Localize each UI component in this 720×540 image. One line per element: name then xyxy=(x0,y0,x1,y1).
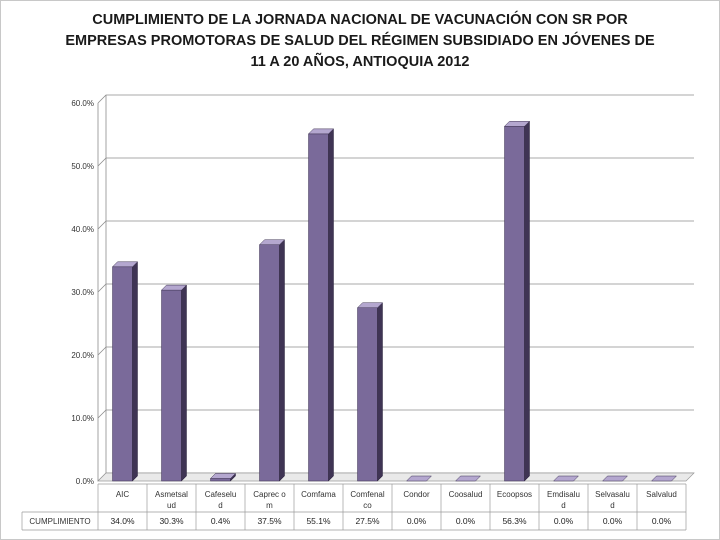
bar-top xyxy=(111,261,139,268)
bar-side xyxy=(524,120,530,482)
bar-top xyxy=(650,475,678,482)
x-tick-label: Selvasalu xyxy=(595,490,630,499)
gridline xyxy=(97,409,694,419)
bar-top xyxy=(356,302,384,308)
bar-front xyxy=(112,266,133,482)
gridlines xyxy=(97,94,694,482)
bar-top xyxy=(601,475,629,482)
y-tick-label: 10.0% xyxy=(71,414,94,423)
chart-title-line: CUMPLIMIENTO DE LA JORNADA NACIONAL DE V… xyxy=(92,12,628,28)
bar xyxy=(454,475,482,482)
y-tick-label: 50.0% xyxy=(71,162,94,171)
table-row-label: CUMPLIMIENTO xyxy=(29,517,90,526)
data-label: 0.0% xyxy=(456,516,476,526)
bar xyxy=(650,475,678,482)
bar-front xyxy=(210,478,231,482)
gridline xyxy=(97,157,694,167)
y-tick-label: 20.0% xyxy=(71,351,94,360)
bar-side xyxy=(377,302,383,482)
bar-top xyxy=(307,128,335,135)
bar-side xyxy=(328,128,334,482)
bar xyxy=(160,284,188,482)
bar xyxy=(405,475,433,482)
gridline xyxy=(97,220,694,230)
bar xyxy=(209,472,237,482)
bar xyxy=(503,120,531,482)
chart-title: CUMPLIMIENTO DE LA JORNADA NACIONAL DE V… xyxy=(40,10,680,73)
x-tick-label: Asmetsal xyxy=(155,490,188,499)
bar-front xyxy=(357,307,378,482)
bar-top xyxy=(552,475,580,482)
gridline xyxy=(97,94,694,104)
bar xyxy=(601,475,629,482)
chart-title-line: 11 A 20 AÑOS, ANTIOQUIA 2012 xyxy=(250,54,470,70)
x-tick-label: Emdisalu xyxy=(547,490,580,499)
bar-top xyxy=(160,284,188,291)
chart-title-line: EMPRESAS PROMOTORAS DE SALUD DEL RÉGIMEN… xyxy=(65,33,655,49)
x-tick-label: AIC xyxy=(116,490,130,499)
y-tick-label: 30.0% xyxy=(71,288,94,297)
x-tick-label: Caprec o xyxy=(253,490,286,499)
data-table: AIC Asmetsal ud Cafeselu d Caprec o m Comfama Co… xyxy=(21,483,687,531)
data-label: 0.0% xyxy=(407,516,427,526)
x-tick-label: d xyxy=(218,501,222,510)
x-tick-label: Salvalud xyxy=(646,490,677,499)
bar-front xyxy=(161,289,182,482)
data-label: 0.0% xyxy=(603,516,623,526)
x-tick-label: Comfama xyxy=(301,490,336,499)
x-tick-label: Coosalud xyxy=(449,490,483,499)
y-tick-label: 0.0% xyxy=(76,477,94,486)
bar-top xyxy=(209,473,237,479)
data-label: 34.0% xyxy=(110,516,135,526)
x-tick-label: Cafeselu xyxy=(205,490,237,499)
gridline xyxy=(97,283,694,293)
data-label: 30.3% xyxy=(159,516,184,526)
bar-top xyxy=(454,475,482,482)
x-tick-label: Condor xyxy=(403,490,430,499)
x-tick-label: Ecoopsos xyxy=(497,490,532,499)
bar-top xyxy=(258,239,286,245)
bar-side xyxy=(132,261,138,482)
data-label: 0.4% xyxy=(211,516,231,526)
data-label: 56.3% xyxy=(502,516,527,526)
bar-top xyxy=(405,475,433,482)
x-tick-label: m xyxy=(266,501,273,510)
bar xyxy=(258,239,286,482)
x-tick-label: d xyxy=(561,501,565,510)
bar-front xyxy=(504,126,525,482)
chart-floor xyxy=(97,472,695,482)
bar xyxy=(356,302,384,482)
x-tick-label: d xyxy=(610,501,614,510)
gridline xyxy=(97,346,694,356)
x-tick-label: co xyxy=(363,501,372,510)
axes xyxy=(97,95,695,482)
bar xyxy=(111,261,139,482)
bars xyxy=(111,120,678,482)
x-tick-label: ud xyxy=(167,501,176,510)
y-tick-labels: 0.0% 10.0% 20.0% 30.0% 40.0% 50.0% 60.0% xyxy=(71,99,94,486)
data-label: 55.1% xyxy=(306,516,331,526)
y-tick-label: 60.0% xyxy=(71,99,94,108)
bar-front xyxy=(308,133,329,482)
bar-top xyxy=(503,121,531,127)
bar-side xyxy=(181,284,187,482)
bar-front xyxy=(259,244,280,482)
data-label: 37.5% xyxy=(257,516,282,526)
x-tick-label: Comfenal xyxy=(350,490,384,499)
bar xyxy=(307,128,335,482)
data-label: 27.5% xyxy=(355,516,380,526)
y-tick-label: 40.0% xyxy=(71,225,94,234)
bar xyxy=(552,475,580,482)
data-label: 0.0% xyxy=(652,516,672,526)
data-label: 0.0% xyxy=(554,516,574,526)
bar-side xyxy=(279,239,285,482)
